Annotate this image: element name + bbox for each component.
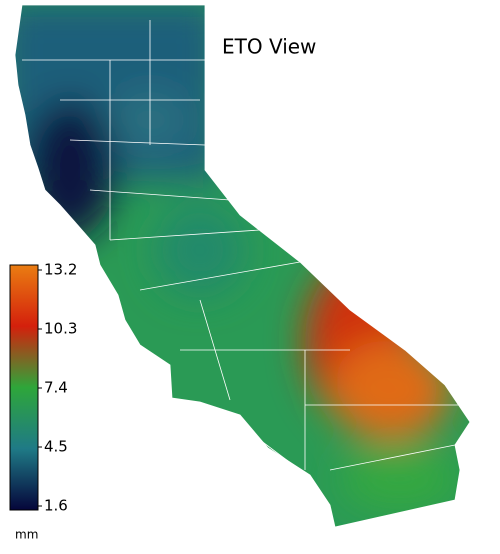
tick-label: 4.5 xyxy=(44,438,68,456)
tick-label: 13.2 xyxy=(44,261,77,279)
color-bar-ticks: 1.6 4.5 7.4 10.3 13.2 xyxy=(38,261,77,515)
view-title: ETO View xyxy=(222,35,316,59)
tick-label: 10.3 xyxy=(44,320,77,338)
color-bar xyxy=(9,264,39,511)
unit-label: mm xyxy=(15,528,38,542)
tick-label: 1.6 xyxy=(44,497,68,515)
county-borders xyxy=(14,4,471,528)
tick-label: 7.4 xyxy=(44,379,68,397)
